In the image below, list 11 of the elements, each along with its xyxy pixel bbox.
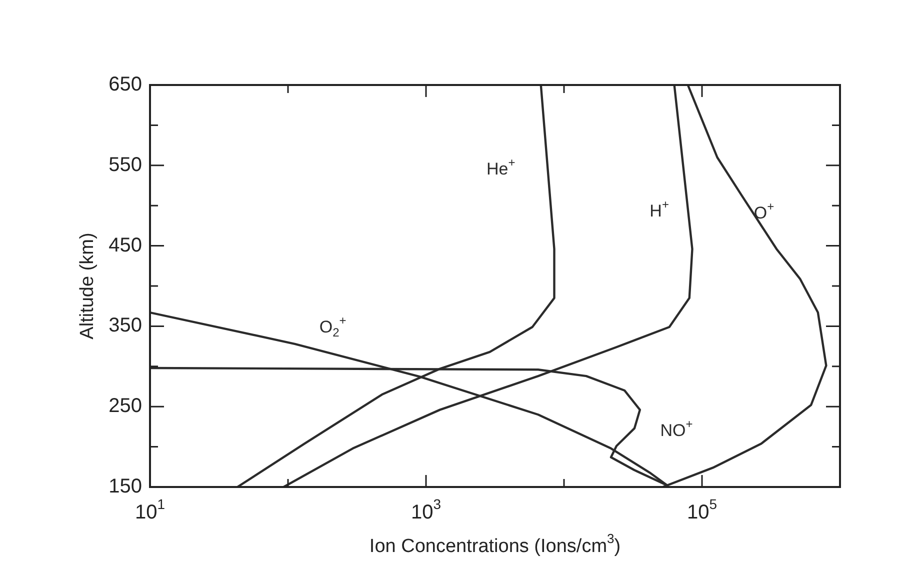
series-label: O+ <box>754 199 774 223</box>
y-tick-label: 650 <box>108 74 142 96</box>
series-label: H+ <box>650 198 669 221</box>
y-axis-title: Altitude (km) <box>77 232 98 340</box>
series-label: He+ <box>486 156 516 179</box>
y-tick-label: 150 <box>108 476 142 498</box>
y-tick-label: 450 <box>108 234 142 256</box>
series-label: NO+ <box>660 416 693 440</box>
y-tick-label: 250 <box>108 395 142 418</box>
y-tick-label: 550 <box>108 154 142 176</box>
y-tick-label: 350 <box>108 314 142 337</box>
